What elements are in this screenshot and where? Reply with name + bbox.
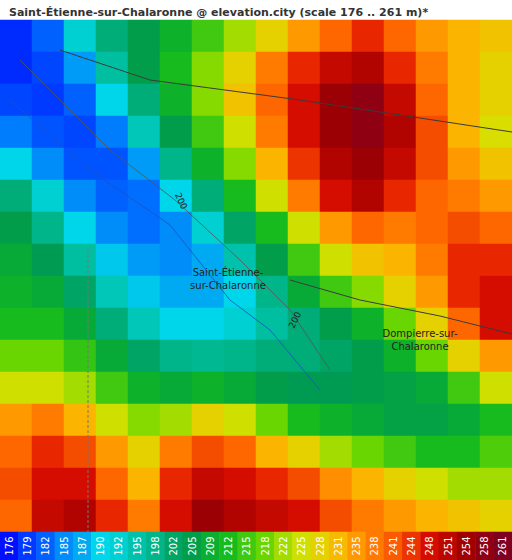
- svg-text:190: 190: [95, 536, 106, 555]
- svg-text:Chalaronne: Chalaronne: [391, 341, 448, 352]
- svg-text:215: 215: [241, 536, 252, 555]
- svg-text:235: 235: [351, 536, 362, 555]
- svg-text:202: 202: [168, 536, 179, 555]
- svg-text:225: 225: [296, 536, 307, 555]
- svg-text:244: 244: [406, 536, 417, 555]
- svg-text:241: 241: [388, 536, 399, 555]
- svg-text:238: 238: [369, 536, 380, 555]
- svg-text:Saint-Étienne-sur-Chalaronne @: Saint-Étienne-sur-Chalaronne @ elevation…: [9, 6, 428, 19]
- svg-text:179: 179: [22, 536, 33, 555]
- svg-text:sur-Chalaronne: sur-Chalaronne: [190, 280, 266, 291]
- svg-text:205: 205: [187, 536, 198, 555]
- svg-text:209: 209: [205, 536, 216, 555]
- svg-text:218: 218: [260, 536, 271, 555]
- svg-text:228: 228: [315, 536, 326, 555]
- svg-text:198: 198: [150, 536, 161, 555]
- svg-text:187: 187: [77, 536, 88, 555]
- svg-text:261: 261: [497, 536, 508, 555]
- svg-text:Saint-Étienne-: Saint-Étienne-: [193, 266, 264, 278]
- svg-text:222: 222: [278, 536, 289, 555]
- svg-text:195: 195: [132, 536, 143, 555]
- svg-text:200: 200: [287, 310, 303, 330]
- svg-text:231: 231: [333, 536, 344, 555]
- svg-text:254: 254: [461, 536, 472, 555]
- svg-text:248: 248: [424, 536, 435, 555]
- svg-text:Dompierre-sur-: Dompierre-sur-: [382, 328, 457, 339]
- svg-text:212: 212: [223, 536, 234, 555]
- svg-text:258: 258: [479, 536, 490, 555]
- svg-text:192: 192: [113, 536, 124, 555]
- svg-text:185: 185: [59, 536, 70, 555]
- svg-text:251: 251: [443, 536, 454, 555]
- svg-text:176: 176: [4, 536, 15, 555]
- svg-text:200: 200: [173, 191, 189, 211]
- svg-text:182: 182: [40, 536, 51, 555]
